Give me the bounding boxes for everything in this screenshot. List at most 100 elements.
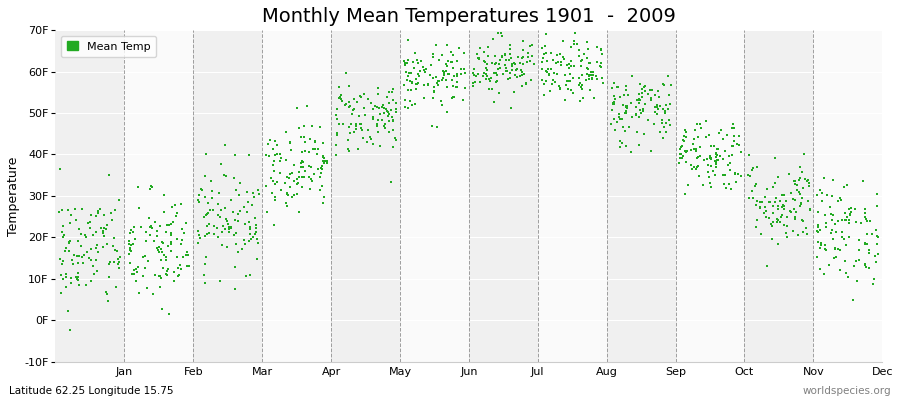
- Point: [568, 30, 582, 36]
- Point: [490, 72, 504, 78]
- Point: [205, 188, 220, 194]
- Point: [155, 306, 169, 312]
- Point: [231, 217, 246, 224]
- Point: [619, 142, 634, 149]
- Point: [768, 155, 782, 162]
- Point: [199, 151, 213, 157]
- Point: [567, 41, 581, 48]
- Point: [122, 247, 137, 254]
- Point: [328, 152, 343, 158]
- Point: [268, 194, 283, 200]
- Point: [69, 217, 84, 223]
- Point: [155, 238, 169, 245]
- Point: [704, 163, 718, 169]
- Point: [580, 46, 595, 52]
- Point: [428, 42, 443, 49]
- Point: [511, 53, 526, 60]
- Point: [369, 121, 383, 128]
- Point: [358, 112, 373, 119]
- Point: [650, 111, 664, 118]
- Point: [174, 200, 188, 207]
- Point: [238, 220, 252, 227]
- Point: [414, 57, 428, 64]
- Bar: [194, 30, 262, 362]
- Point: [150, 233, 165, 239]
- Point: [788, 197, 803, 203]
- Point: [58, 245, 73, 251]
- Point: [624, 148, 638, 155]
- Point: [84, 277, 98, 284]
- Point: [770, 206, 785, 212]
- Point: [149, 228, 164, 234]
- Point: [269, 151, 284, 158]
- Point: [774, 212, 788, 218]
- Point: [545, 77, 560, 84]
- Point: [726, 121, 741, 127]
- Point: [420, 82, 435, 89]
- Point: [237, 204, 251, 210]
- Point: [315, 139, 329, 146]
- Point: [746, 165, 760, 171]
- Point: [709, 161, 724, 168]
- Point: [304, 176, 319, 182]
- Point: [182, 262, 196, 269]
- Point: [792, 176, 806, 183]
- Point: [544, 81, 559, 88]
- Point: [628, 104, 643, 110]
- Point: [742, 172, 756, 178]
- Point: [68, 252, 82, 258]
- Point: [95, 229, 110, 236]
- Point: [376, 102, 391, 108]
- Point: [542, 72, 556, 78]
- Point: [357, 112, 372, 118]
- Point: [778, 192, 792, 198]
- Point: [793, 191, 807, 198]
- Point: [593, 63, 608, 70]
- Point: [318, 158, 332, 164]
- Point: [192, 199, 206, 205]
- Point: [635, 86, 650, 92]
- Point: [734, 149, 748, 155]
- Point: [269, 179, 284, 185]
- Point: [573, 58, 588, 64]
- Point: [199, 212, 213, 218]
- Point: [160, 268, 175, 274]
- Point: [449, 71, 464, 77]
- Point: [766, 203, 780, 209]
- Point: [501, 57, 516, 64]
- Point: [388, 106, 402, 112]
- Point: [810, 192, 824, 198]
- Point: [509, 66, 524, 72]
- Point: [438, 68, 453, 75]
- Point: [240, 208, 255, 215]
- Point: [613, 94, 627, 100]
- Point: [582, 60, 597, 66]
- Point: [611, 114, 625, 120]
- Point: [64, 212, 78, 219]
- Point: [706, 168, 720, 174]
- Point: [792, 188, 806, 195]
- Point: [771, 174, 786, 180]
- Point: [231, 211, 246, 217]
- Point: [435, 52, 449, 58]
- Point: [708, 153, 723, 160]
- Point: [544, 66, 558, 72]
- Point: [486, 36, 500, 42]
- Point: [176, 254, 190, 261]
- Point: [800, 231, 814, 237]
- Point: [328, 112, 343, 118]
- Point: [83, 225, 97, 231]
- Point: [584, 76, 598, 82]
- Point: [605, 85, 619, 91]
- Point: [193, 192, 207, 198]
- Point: [456, 50, 471, 56]
- Point: [215, 222, 230, 229]
- Point: [572, 53, 586, 59]
- Point: [332, 95, 347, 101]
- Bar: [744, 30, 814, 362]
- Point: [516, 61, 530, 67]
- Point: [174, 266, 188, 272]
- Point: [239, 189, 254, 195]
- Point: [60, 207, 75, 214]
- Point: [421, 80, 436, 87]
